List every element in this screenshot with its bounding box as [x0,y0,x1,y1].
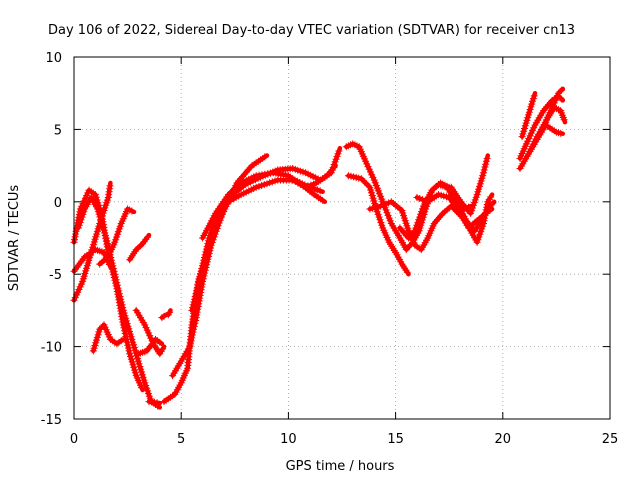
data-point-marker [187,337,195,345]
series-sat-l [164,308,173,319]
data-point-marker [156,338,164,346]
y-tick-label: -10 [41,341,62,356]
series-sat-d [74,194,163,410]
y-tick-label: -5 [49,268,62,283]
data-point-marker [556,88,564,96]
data-point-marker [191,319,199,327]
data-point-marker [160,312,168,320]
data-point-marker [188,334,196,342]
x-tick-label: 25 [602,432,619,447]
x-tick-label: 10 [280,432,297,447]
data-point-marker [361,178,369,186]
data-point-marker [186,343,194,351]
data-point-marker [335,147,343,155]
series-sat-k [158,312,169,322]
data-point-marker [261,153,269,161]
data-point-marker [482,157,490,165]
data-point-marker [406,242,413,250]
data-point-marker [409,229,417,237]
data-point-marker [117,337,125,345]
data-point-marker [190,322,198,330]
data-point-marker [480,169,487,177]
data-point-marker [106,182,114,190]
tick-layer: 0 5 10 15 20 25 -15 -10 -5 0 5 10 [41,51,619,447]
data-point-marker [406,232,414,240]
y-tick-label: 5 [54,123,62,138]
series-sat-n [169,153,270,380]
y-tick-label: 10 [45,51,62,66]
plot-frame [73,56,611,420]
series-sat-s [344,172,411,277]
data-point-marker [362,180,370,188]
x-tick-label: 5 [177,432,185,447]
data-point-marker [188,331,196,339]
data-point-marker [462,204,470,212]
data-point-marker [319,196,327,204]
x-tick-label: 20 [495,432,512,447]
series-sat-v [447,153,491,217]
data-point-marker [359,176,367,184]
series-sat-ab [537,104,568,133]
data-point-marker [192,317,200,324]
series-layer [70,86,568,410]
data-point-marker [159,345,167,353]
data-point-marker [560,116,568,124]
series-sat-j [145,398,163,407]
series-sat-z [518,90,538,141]
data-point-marker [489,199,497,207]
data-point-marker [364,182,372,190]
data-point-marker [463,206,471,214]
data-point-marker [403,268,411,276]
data-point-marker [143,233,151,241]
series-sat-i [134,335,165,358]
data-point-marker [128,207,136,215]
data-point-marker [530,92,538,100]
y-axis-label: SDTVAR / TECUs [7,185,22,292]
data-point-marker [483,154,491,162]
data-point-marker [405,234,412,242]
x-tick-label: 15 [387,432,404,447]
grid-layer [74,57,610,419]
data-point-marker [357,175,365,183]
x-tick-label: 0 [70,432,78,447]
data-point-marker [330,164,338,172]
data-point-marker [190,325,198,333]
data-point-marker [189,328,197,336]
data-point-marker [404,244,412,252]
data-point-marker [486,207,494,214]
data-point-marker [165,309,173,317]
series-sat-w [413,191,495,232]
y-tick-label: -15 [41,413,62,428]
data-point-marker [125,347,133,355]
x-axis-label: GPS time / hours [286,459,395,474]
data-point-marker [138,384,145,392]
data-point-marker [487,193,495,201]
data-point-marker [408,230,416,238]
data-point-marker [186,340,194,348]
series-sat-m [160,176,325,406]
chart-title: Day 106 of 2022, Sidereal Day-to-day VTE… [48,23,575,38]
series-sat-q [289,163,338,191]
data-point-marker [557,86,565,94]
data-point-marker [557,129,565,137]
series-sat-c [70,180,114,304]
y-tick-label: 0 [54,196,62,211]
data-point-marker [480,166,488,174]
series-sat-f [96,205,137,268]
data-point-marker [121,327,129,335]
data-point-marker [153,399,161,407]
series-sat-g [126,232,152,264]
data-point-marker [316,187,324,195]
data-point-marker [96,325,104,333]
series-sat-e [89,321,126,355]
data-point-marker [555,89,562,97]
data-point-marker [557,95,565,103]
data-point-marker [402,246,410,254]
data-point-marker [482,160,490,168]
